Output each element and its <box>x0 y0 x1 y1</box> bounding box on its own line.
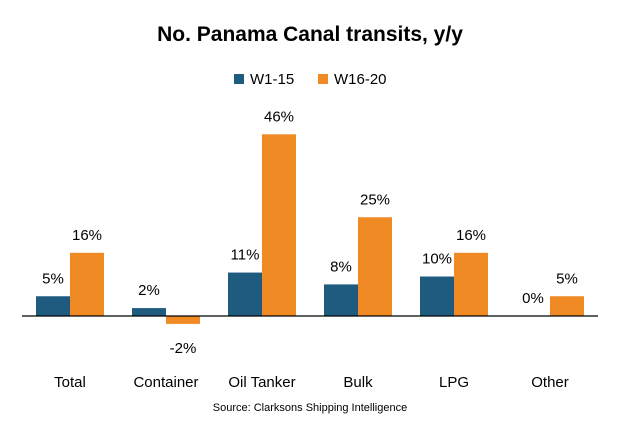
data-label-w1-15-oil-tanker: 11% <box>231 247 260 264</box>
data-label-w16-20-container: -2% <box>170 340 197 357</box>
data-label-w1-15-bulk: 8% <box>330 258 352 275</box>
category-label-total: Total <box>54 374 86 391</box>
legend: W1-15 W16-20 <box>234 71 387 88</box>
category-labels: Total Container Oil Tanker Bulk LPG Other <box>54 374 569 391</box>
data-label-w16-20-lpg: 16% <box>456 227 486 244</box>
category-label-oil-tanker: Oil Tanker <box>228 374 295 391</box>
bars <box>36 134 584 324</box>
legend-swatch-w1-15 <box>234 74 244 84</box>
data-label-w16-20-total: 16% <box>72 227 102 244</box>
data-label-w16-20-bulk: 25% <box>360 191 390 208</box>
bar-w16-20-other <box>550 296 584 316</box>
data-label-w1-15-container: 2% <box>138 282 160 299</box>
source-note: Source: Clarksons Shipping Intelligence <box>213 402 407 414</box>
bar-w1-15-bulk <box>324 284 358 316</box>
bar-w16-20-bulk <box>358 217 392 316</box>
bar-w1-15-oil-tanker <box>228 272 262 316</box>
data-labels: 5%16%2%-2%11%46%8%25%10%16%0%5% <box>42 108 578 357</box>
data-label-w1-15-other: 0% <box>522 290 544 307</box>
bar-w16-20-oil-tanker <box>262 134 296 316</box>
category-label-other: Other <box>531 374 569 391</box>
data-label-w1-15-lpg: 10% <box>422 251 452 268</box>
category-label-lpg: LPG <box>439 374 469 391</box>
data-label-w16-20-other: 5% <box>556 270 578 287</box>
bar-w16-20-total <box>70 252 104 316</box>
bar-w16-20-lpg <box>454 252 488 316</box>
data-label-w16-20-oil-tanker: 46% <box>264 108 294 125</box>
chart-title: No. Panama Canal transits, y/y <box>157 23 463 46</box>
category-label-container: Container <box>133 374 198 391</box>
legend-label-w16-20: W16-20 <box>334 71 387 88</box>
legend-label-w1-15: W1-15 <box>250 71 294 88</box>
data-label-w1-15-total: 5% <box>42 270 64 287</box>
bar-w1-15-lpg <box>420 276 454 316</box>
bar-w16-20-container <box>166 316 200 324</box>
legend-swatch-w16-20 <box>318 74 328 84</box>
bar-w1-15-container <box>132 308 166 316</box>
bar-w1-15-total <box>36 296 70 316</box>
category-label-bulk: Bulk <box>343 374 373 391</box>
